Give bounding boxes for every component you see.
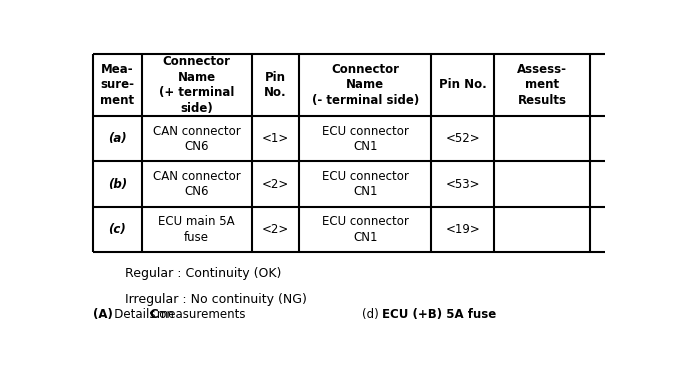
Text: measurements: measurements bbox=[153, 308, 245, 321]
Text: Assess-
ment
Results: Assess- ment Results bbox=[517, 63, 567, 107]
Text: Mea-
sure-
ment: Mea- sure- ment bbox=[100, 63, 134, 107]
Text: <19>: <19> bbox=[445, 223, 480, 236]
Text: (c): (c) bbox=[108, 223, 126, 236]
Text: ECU connector
CN1: ECU connector CN1 bbox=[322, 215, 409, 244]
Text: <2>: <2> bbox=[262, 178, 289, 191]
Text: C: C bbox=[149, 308, 158, 321]
Text: CAN connector
CN6: CAN connector CN6 bbox=[153, 170, 240, 199]
Text: ECU main 5A
fuse: ECU main 5A fuse bbox=[159, 215, 235, 244]
Text: Pin No.: Pin No. bbox=[439, 78, 487, 91]
Text: Connector
Name
(+ terminal
side): Connector Name (+ terminal side) bbox=[159, 55, 234, 114]
Text: Irregular : No continuity (NG): Irregular : No continuity (NG) bbox=[125, 292, 306, 306]
Text: Details on: Details on bbox=[104, 308, 178, 321]
Text: Connector
Name
(- terminal side): Connector Name (- terminal side) bbox=[312, 63, 419, 107]
Text: ECU connector
CN1: ECU connector CN1 bbox=[322, 125, 409, 153]
Text: (d): (d) bbox=[362, 308, 379, 321]
Text: Regular : Continuity (OK): Regular : Continuity (OK) bbox=[125, 267, 281, 280]
Text: <2>: <2> bbox=[262, 223, 289, 236]
Text: (b): (b) bbox=[108, 178, 127, 191]
Text: <53>: <53> bbox=[445, 178, 480, 191]
Text: <52>: <52> bbox=[445, 132, 480, 145]
Text: CAN connector
CN6: CAN connector CN6 bbox=[153, 125, 240, 153]
Text: Pin
No.: Pin No. bbox=[264, 71, 287, 99]
Text: <1>: <1> bbox=[262, 132, 289, 145]
Text: ECU (+B) 5A fuse: ECU (+B) 5A fuse bbox=[382, 308, 496, 321]
Text: (a): (a) bbox=[108, 132, 127, 145]
Text: (A): (A) bbox=[93, 308, 113, 321]
Text: ECU connector
CN1: ECU connector CN1 bbox=[322, 170, 409, 199]
